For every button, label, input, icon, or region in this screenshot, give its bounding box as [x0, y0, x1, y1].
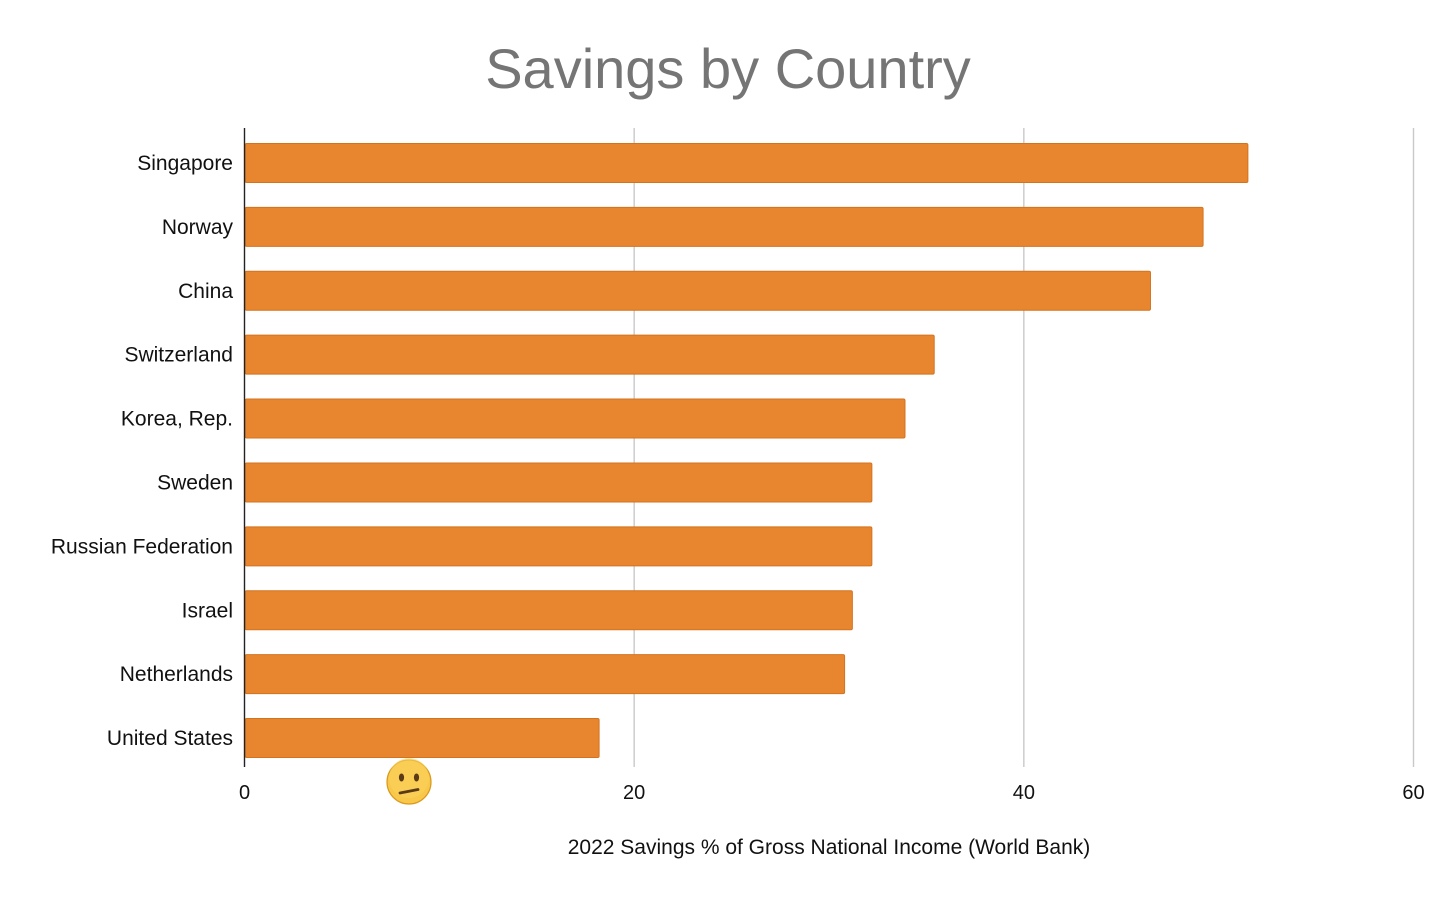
- category-label: Russian Federation: [51, 535, 233, 558]
- x-tick-label: 40: [1013, 782, 1035, 804]
- bar-israel: [244, 590, 853, 631]
- bar-china: [244, 270, 1151, 311]
- x-tick-label: 60: [1402, 782, 1424, 804]
- category-label: United States: [107, 727, 233, 750]
- x-tick-label: 0: [239, 782, 250, 804]
- category-label: Israel: [182, 599, 233, 622]
- x-axis-label: 2022 Savings % of Gross National Income …: [568, 836, 1091, 859]
- bars: [244, 142, 1249, 759]
- category-label: Switzerland: [124, 344, 233, 367]
- category-label: China: [178, 280, 233, 303]
- category-label: Korea, Rep.: [121, 408, 233, 431]
- category-label: Netherlands: [120, 663, 233, 686]
- bar-switzerland: [244, 334, 935, 375]
- bar-united-states: [244, 718, 600, 759]
- bar-sweden: [244, 462, 873, 503]
- bar-russian-federation: [244, 526, 873, 567]
- confused-face-icon: [386, 758, 432, 805]
- category-label: Singapore: [137, 152, 233, 175]
- chart-title: Savings by Country: [485, 37, 971, 100]
- category-label: Sweden: [157, 471, 233, 494]
- bar-netherlands: [244, 654, 846, 695]
- category-label: Norway: [162, 216, 234, 239]
- category-labels: Singapore Norway China Switzerland Korea, Re…: [51, 152, 234, 750]
- bar-singapore: [244, 142, 1249, 183]
- bar-korea-rep: [244, 398, 906, 439]
- x-tick-labels: 0 20 40 60: [239, 782, 1425, 804]
- bar-norway: [244, 206, 1204, 247]
- x-tick-label: 20: [623, 782, 645, 804]
